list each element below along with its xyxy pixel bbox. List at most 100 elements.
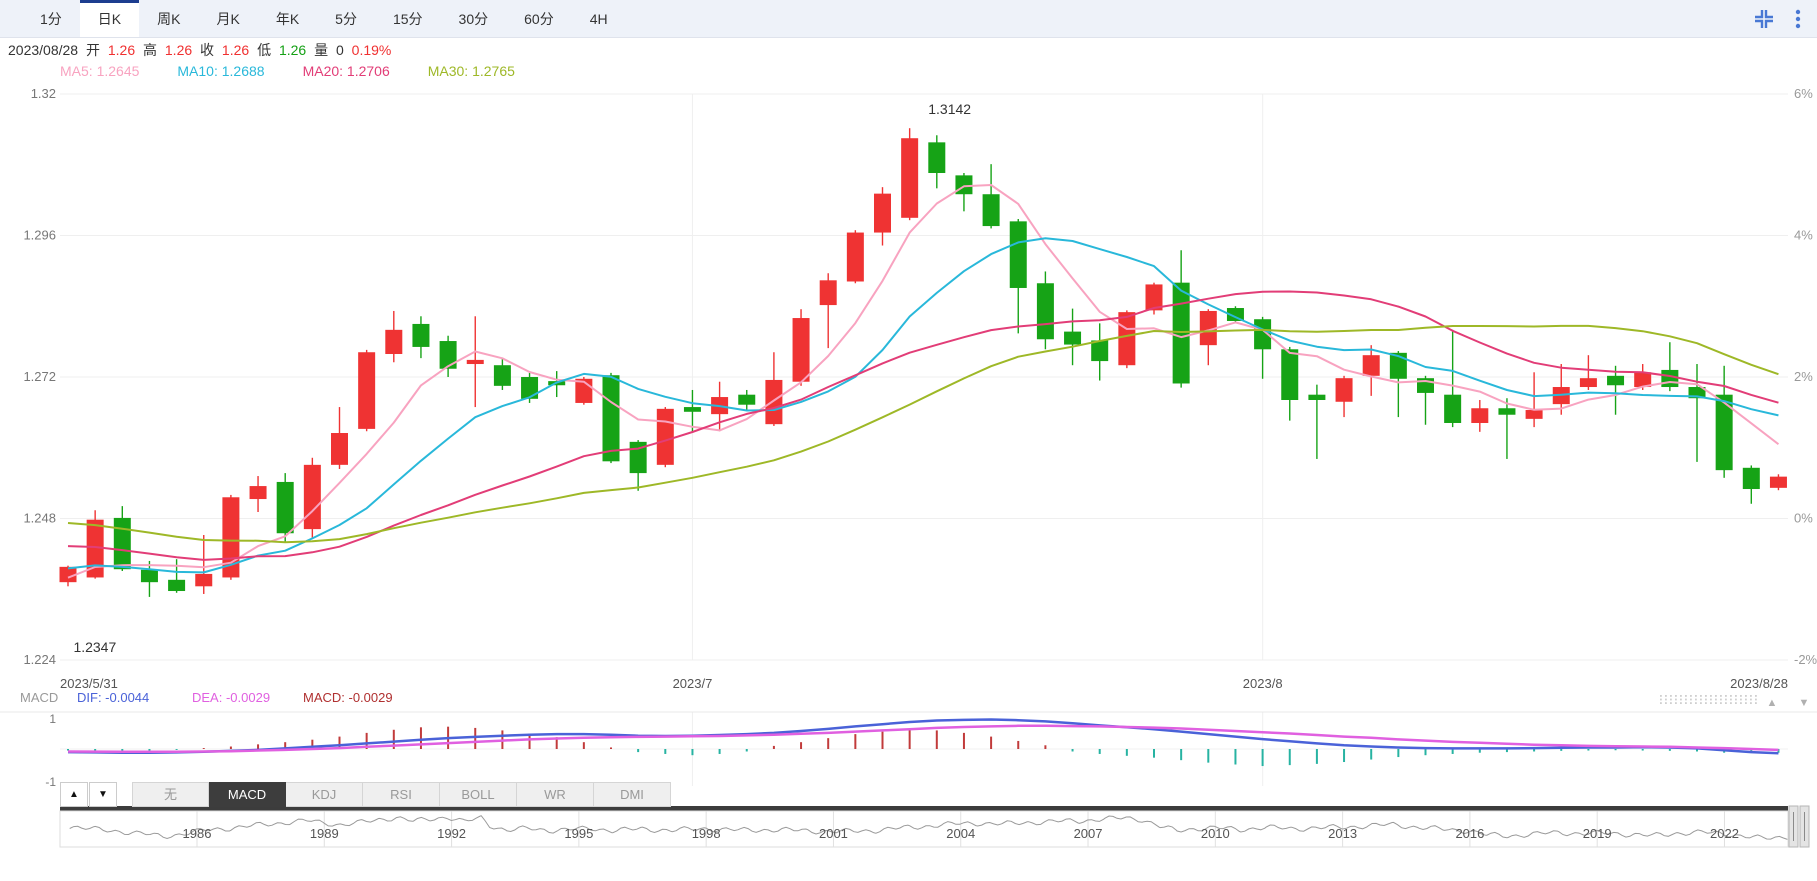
pane-drag-handle[interactable] <box>1710 702 1712 704</box>
pane-drag-handle[interactable] <box>1685 695 1687 697</box>
pane-drag-handle[interactable] <box>1720 695 1722 697</box>
pane-drag-handle[interactable] <box>1745 702 1747 704</box>
pane-drag-handle[interactable] <box>1725 698 1727 701</box>
candle-body <box>1145 284 1163 311</box>
pane-drag-handle[interactable] <box>1740 698 1742 701</box>
indicator-spacer <box>118 782 132 807</box>
indicator-down-button[interactable]: ▼ <box>89 782 117 807</box>
volume-value: 0 <box>335 42 344 58</box>
indicator-tab-无[interactable]: 无 <box>132 782 209 807</box>
pane-drag-handle[interactable] <box>1730 702 1732 704</box>
pane-drag-handle[interactable] <box>1660 695 1662 697</box>
pane-drag-handle[interactable] <box>1755 698 1757 701</box>
pane-drag-handle[interactable] <box>1680 702 1682 704</box>
pane-drag-handle[interactable] <box>1735 702 1737 704</box>
pane-drag-handle[interactable] <box>1750 698 1752 701</box>
pane-drag-handle[interactable] <box>1710 698 1712 701</box>
period-tab-日K[interactable]: 日K <box>79 0 140 37</box>
pane-drag-handle[interactable] <box>1700 698 1702 701</box>
pane-drag-handle[interactable] <box>1690 702 1692 704</box>
percent-axis-label: 4% <box>1794 228 1813 243</box>
period-tab-5分[interactable]: 5分 <box>335 11 357 27</box>
pane-drag-handle[interactable] <box>1675 702 1677 704</box>
pane-drag-handle[interactable] <box>1755 702 1757 704</box>
pane-drag-handle[interactable] <box>1735 695 1737 697</box>
indicator-tab-KDJ[interactable]: KDJ <box>286 782 363 807</box>
pane-drag-handle[interactable] <box>1680 698 1682 701</box>
candle-body <box>1607 375 1625 386</box>
kebab-menu-icon[interactable] <box>1795 8 1801 30</box>
navigator-year-label: 2019 <box>1583 826 1612 841</box>
volume-label: 量 <box>314 42 329 58</box>
pane-drag-handle[interactable] <box>1665 695 1667 697</box>
pane-drag-handle[interactable] <box>1690 698 1692 701</box>
price-axis-label: 1.248 <box>23 511 56 526</box>
candle-body <box>738 394 756 405</box>
exit-fullscreen-icon[interactable] <box>1753 8 1775 30</box>
pane-drag-handle[interactable] <box>1720 698 1722 701</box>
candle-body <box>1444 394 1462 423</box>
period-tab-月K[interactable]: 月K <box>216 11 240 27</box>
pane-drag-handle[interactable] <box>1685 702 1687 704</box>
period-tab-1分[interactable]: 1分 <box>40 11 62 27</box>
indicator-up-button[interactable]: ▲ <box>60 782 88 807</box>
pane-drag-handle[interactable] <box>1730 698 1732 701</box>
period-tabs: 1分 日K 周K 月K 年K 5分 15分 30分 60分 4H <box>22 0 626 37</box>
pane-drag-handle[interactable] <box>1740 695 1742 697</box>
pane-drag-handle[interactable] <box>1700 702 1702 704</box>
period-tab-周K[interactable]: 周K <box>157 11 181 27</box>
pane-drag-handle[interactable] <box>1675 695 1677 697</box>
period-tab-30分[interactable]: 30分 <box>458 11 489 27</box>
pane-drag-handle[interactable] <box>1715 702 1717 704</box>
candle-body <box>195 573 213 587</box>
pane-drag-handle[interactable] <box>1675 698 1677 701</box>
indicator-tab-WR[interactable]: WR <box>517 782 594 807</box>
candle-body <box>1281 349 1299 400</box>
pane-drag-handle[interactable] <box>1670 695 1672 697</box>
pane-drag-handle[interactable] <box>1745 698 1747 701</box>
indicator-tab-MACD[interactable]: MACD <box>209 782 286 807</box>
period-tab-60分[interactable]: 60分 <box>524 11 554 27</box>
pane-drag-handle[interactable] <box>1695 698 1697 701</box>
open-label: 开 <box>85 42 100 58</box>
navigator-frame[interactable] <box>59 810 1789 848</box>
pane-drag-handle[interactable] <box>1720 702 1722 704</box>
pane-drag-handle[interactable] <box>1755 695 1757 697</box>
pane-drag-handle[interactable] <box>1695 695 1697 697</box>
pane-drag-handle[interactable] <box>1715 698 1717 701</box>
pane-drag-handle[interactable] <box>1750 702 1752 704</box>
pane-drag-handle[interactable] <box>1730 695 1732 697</box>
pane-drag-handle[interactable] <box>1710 695 1712 697</box>
pane-drag-handle[interactable] <box>1750 695 1752 697</box>
indicator-tab-RSI[interactable]: RSI <box>363 782 440 807</box>
pane-drag-handle[interactable] <box>1695 702 1697 704</box>
pane-drag-handle[interactable] <box>1735 698 1737 701</box>
pane-drag-handle[interactable] <box>1685 698 1687 701</box>
indicator-tab-BOLL[interactable]: BOLL <box>440 782 517 807</box>
period-tab-15分[interactable]: 15分 <box>392 11 423 27</box>
pane-drag-handle[interactable] <box>1705 695 1707 697</box>
period-tab-年K[interactable]: 年K <box>275 11 300 27</box>
pane-drag-handle[interactable] <box>1715 695 1717 697</box>
pane-drag-handle[interactable] <box>1725 702 1727 704</box>
pane-drag-handle[interactable] <box>1660 698 1662 701</box>
pane-drag-handle[interactable] <box>1700 695 1702 697</box>
indicator-tab-DMI[interactable]: DMI <box>594 782 671 807</box>
period-tab-4H[interactable]: 4H <box>589 11 608 27</box>
pane-up-arrow[interactable]: ▲ <box>1767 697 1778 709</box>
pane-down-arrow[interactable]: ▼ <box>1799 697 1810 709</box>
pane-drag-handle[interactable] <box>1670 698 1672 701</box>
pane-drag-handle[interactable] <box>1740 702 1742 704</box>
pane-drag-handle[interactable] <box>1660 702 1662 704</box>
pane-drag-handle[interactable] <box>1670 702 1672 704</box>
pane-drag-handle[interactable] <box>1665 702 1667 704</box>
pane-drag-handle[interactable] <box>1665 698 1667 701</box>
pane-drag-handle[interactable] <box>1705 698 1707 701</box>
pane-drag-handle[interactable] <box>1745 695 1747 697</box>
pane-drag-handle[interactable] <box>1705 702 1707 704</box>
pane-drag-handle[interactable] <box>1690 695 1692 697</box>
pane-drag-handle[interactable] <box>1680 695 1682 697</box>
price-axis-label: 1.224 <box>23 652 56 667</box>
pane-drag-handle[interactable] <box>1725 695 1727 697</box>
